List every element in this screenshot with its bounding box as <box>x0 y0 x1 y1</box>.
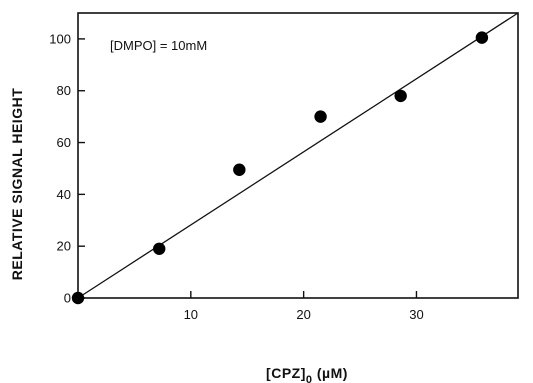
x-axis-ticks: 10 20 30 <box>184 291 424 322</box>
x-axis-title-subscript: 0 <box>306 374 313 383</box>
data-point <box>475 31 489 44</box>
y-tick-label: 0 <box>64 291 71 306</box>
y-tick-label: 80 <box>57 83 71 98</box>
x-axis-title-unit: (µM) <box>313 365 348 381</box>
data-point <box>233 163 246 176</box>
y-axis-title: RELATIVE SIGNAL HEIGHT <box>9 88 25 281</box>
x-axis-title: [CPZ]0 (µM) <box>266 365 348 383</box>
y-tick-label: 60 <box>57 135 71 150</box>
x-axis-title-main: [CPZ] <box>266 365 306 381</box>
data-points <box>71 31 489 305</box>
fit-line <box>77 12 519 299</box>
data-point <box>314 110 327 123</box>
y-tick-label: 20 <box>57 239 71 254</box>
x-tick-label: 20 <box>296 307 310 322</box>
x-tick-label: 10 <box>184 307 198 322</box>
axes <box>77 12 519 299</box>
fit-line-group <box>77 12 519 299</box>
plot-frame <box>77 12 519 299</box>
x-tick-label: 30 <box>409 307 423 322</box>
y-tick-label: 40 <box>57 187 71 202</box>
data-point <box>394 89 407 103</box>
annotation-dmpo: [DMPO] = 10mM <box>110 38 207 53</box>
y-axis-ticks: 0 20 40 60 80 100 <box>49 31 85 306</box>
y-tick-label: 100 <box>49 31 71 46</box>
data-point <box>71 291 85 305</box>
data-point <box>153 242 166 255</box>
